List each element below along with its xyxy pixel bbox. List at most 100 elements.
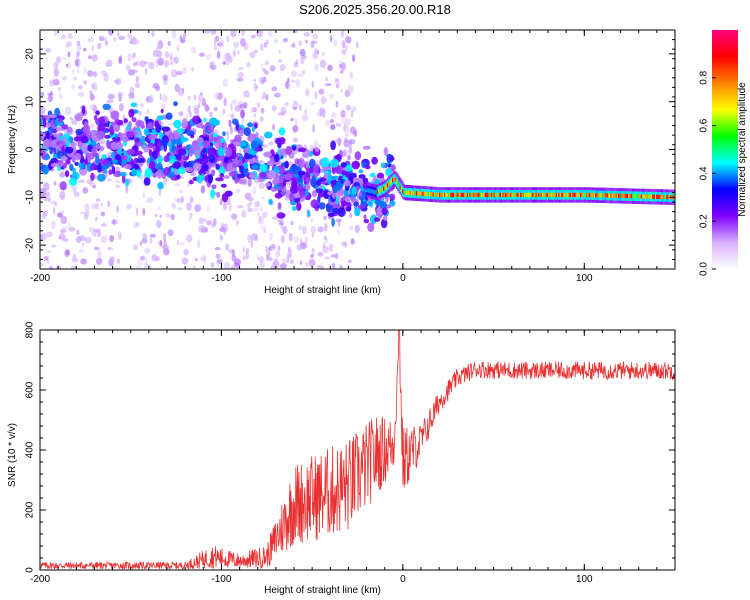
noise-cell: [302, 226, 307, 235]
noise-cell: [279, 263, 287, 269]
noise-cell: [104, 61, 112, 67]
noise-cell: [154, 213, 158, 218]
noise-cell: [192, 264, 196, 269]
noise-cell: [334, 80, 340, 85]
noise-cell: [338, 264, 343, 269]
ridge-cell: [209, 133, 214, 143]
ridge-cell: [121, 154, 128, 162]
ridge-cell: [363, 219, 370, 224]
ridge-cell: [284, 160, 289, 169]
ridge-cell: [268, 198, 273, 205]
ridge-cell: [43, 139, 47, 146]
noise-cell: [91, 83, 95, 89]
noise-cell: [284, 102, 289, 107]
noise-cell: [81, 242, 85, 247]
ridge-cell: [358, 174, 366, 179]
ridge-cell: [42, 132, 46, 137]
noise-cell: [292, 125, 299, 133]
noise-cell: [116, 31, 120, 37]
noise-cell: [61, 226, 68, 230]
noise-cell: [231, 113, 235, 121]
ridge-cell: [91, 131, 96, 140]
ridge-cell: [211, 184, 217, 190]
ridge-cell: [114, 133, 118, 138]
noise-cell: [278, 59, 283, 63]
ridge-cell: [345, 206, 352, 212]
noise-cell: [64, 106, 72, 116]
ridge-cell: [259, 163, 268, 172]
noise-cell: [258, 256, 264, 263]
x-tick-label: -200: [30, 574, 50, 585]
noise-cell: [51, 220, 56, 229]
ridge-cell: [336, 179, 341, 189]
noise-cell: [263, 228, 266, 234]
ridge-cell: [151, 150, 158, 158]
noise-cell: [237, 72, 245, 79]
noise-cell: [76, 41, 81, 46]
ridge-cell: [290, 177, 298, 182]
ridge-cell: [340, 162, 347, 168]
ridge-cell: [243, 166, 249, 177]
noise-cell: [53, 62, 59, 70]
ridge-cell: [380, 218, 388, 229]
noise-cell: [89, 182, 96, 187]
y-tick-label: 0: [25, 567, 36, 573]
ridge-cell: [330, 180, 336, 186]
noise-cell: [78, 91, 85, 97]
noise-cell: [159, 214, 162, 218]
ridge-cell: [125, 131, 135, 138]
ridge-cell: [56, 126, 61, 132]
noise-cell: [310, 101, 315, 106]
noise-cell: [95, 216, 98, 222]
noise-cell: [66, 40, 73, 47]
ridge-cell: [358, 191, 362, 197]
noise-cell: [233, 41, 240, 48]
ridge-cell: [296, 202, 302, 211]
noise-cell: [280, 235, 285, 244]
y-tick-label: 10: [25, 96, 36, 108]
ridge-cell: [173, 119, 182, 129]
ridge-cell: [370, 214, 377, 225]
noise-cell: [106, 99, 114, 104]
noise-cell: [65, 63, 69, 68]
ridge-cell: [298, 170, 306, 176]
ridge-cell: [319, 177, 327, 182]
ridge-cell: [75, 128, 83, 136]
ridge-cell: [297, 184, 304, 192]
ridge-cell: [234, 176, 239, 184]
noise-cell: [288, 233, 293, 242]
noise-cell: [139, 241, 142, 247]
ridge-cell: [318, 202, 326, 210]
ridge-cell: [123, 136, 129, 143]
ridge-cell: [321, 157, 330, 168]
noise-cell: [306, 89, 309, 96]
noise-cell: [354, 224, 360, 233]
ridge-cell: [103, 134, 111, 139]
ridge-cell: [362, 145, 371, 150]
ridge-cell: [313, 164, 320, 174]
snr-panel: -200 -100 0 100 0 200 400 600 800 Height of strai…: [7, 321, 676, 596]
colorbar-tick-label: 0.4: [699, 166, 710, 180]
noise-cell: [250, 106, 254, 113]
noise-cell: [275, 250, 281, 258]
ridge-cell: [308, 166, 314, 174]
noise-cell: [247, 234, 252, 243]
noise-cell: [282, 258, 287, 265]
noise-cell: [111, 219, 118, 225]
noise-cell: [132, 92, 135, 100]
noise-cell: [335, 122, 342, 127]
noise-cell: [145, 257, 148, 266]
noise-cell: [299, 57, 305, 65]
ridge-cell: [144, 167, 153, 178]
noise-cell: [76, 65, 80, 74]
noise-cell: [161, 244, 169, 250]
noise-cell: [40, 106, 46, 115]
noise-cell: [78, 85, 83, 90]
noise-cell: [164, 59, 170, 68]
ridge-cell: [49, 128, 54, 135]
noise-cell: [189, 217, 191, 221]
noise-cell: [336, 228, 341, 234]
noise-cell: [134, 265, 142, 269]
ridge-cell: [362, 190, 366, 200]
noise-cell: [115, 78, 122, 85]
